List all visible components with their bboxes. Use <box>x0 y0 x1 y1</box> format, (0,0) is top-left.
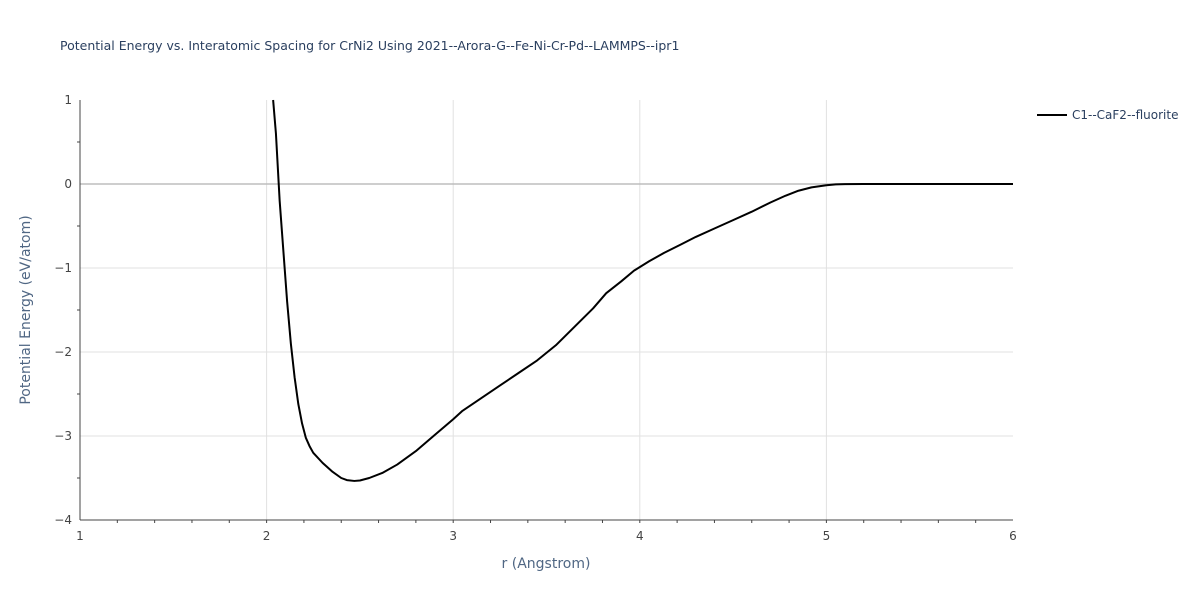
x-tick-label: 4 <box>636 529 644 543</box>
y-tick-label: −1 <box>54 261 72 275</box>
y-tick-labels: 1 0 −1 −2 −3 −4 <box>54 93 72 527</box>
y-tick-label: −4 <box>54 513 72 527</box>
x-tick-labels: 1 2 3 4 5 6 <box>76 529 1017 543</box>
axes <box>77 100 1013 523</box>
grid <box>80 100 1013 520</box>
series-line <box>272 99 1013 482</box>
x-tick-label: 3 <box>449 529 457 543</box>
y-tick-label: 1 <box>64 93 72 107</box>
y-tick-label: −3 <box>54 429 72 443</box>
x-tick-label: 2 <box>263 529 271 543</box>
series-group <box>272 99 1013 482</box>
x-tick-label: 5 <box>823 529 831 543</box>
legend-label: C1--CaF2--fluorite <box>1072 108 1178 122</box>
y-axis-title: Potential Energy (eV/atom) <box>18 215 34 404</box>
x-axis-title: r (Angstrom) <box>502 556 591 572</box>
x-tick-label: 1 <box>76 529 84 543</box>
y-tick-label: −2 <box>54 345 72 359</box>
chart-title: Potential Energy vs. Interatomic Spacing… <box>60 38 679 53</box>
legend[interactable]: C1--CaF2--fluorite <box>1037 108 1178 122</box>
x-tick-label: 6 <box>1009 529 1017 543</box>
y-tick-label: 0 <box>64 177 72 191</box>
